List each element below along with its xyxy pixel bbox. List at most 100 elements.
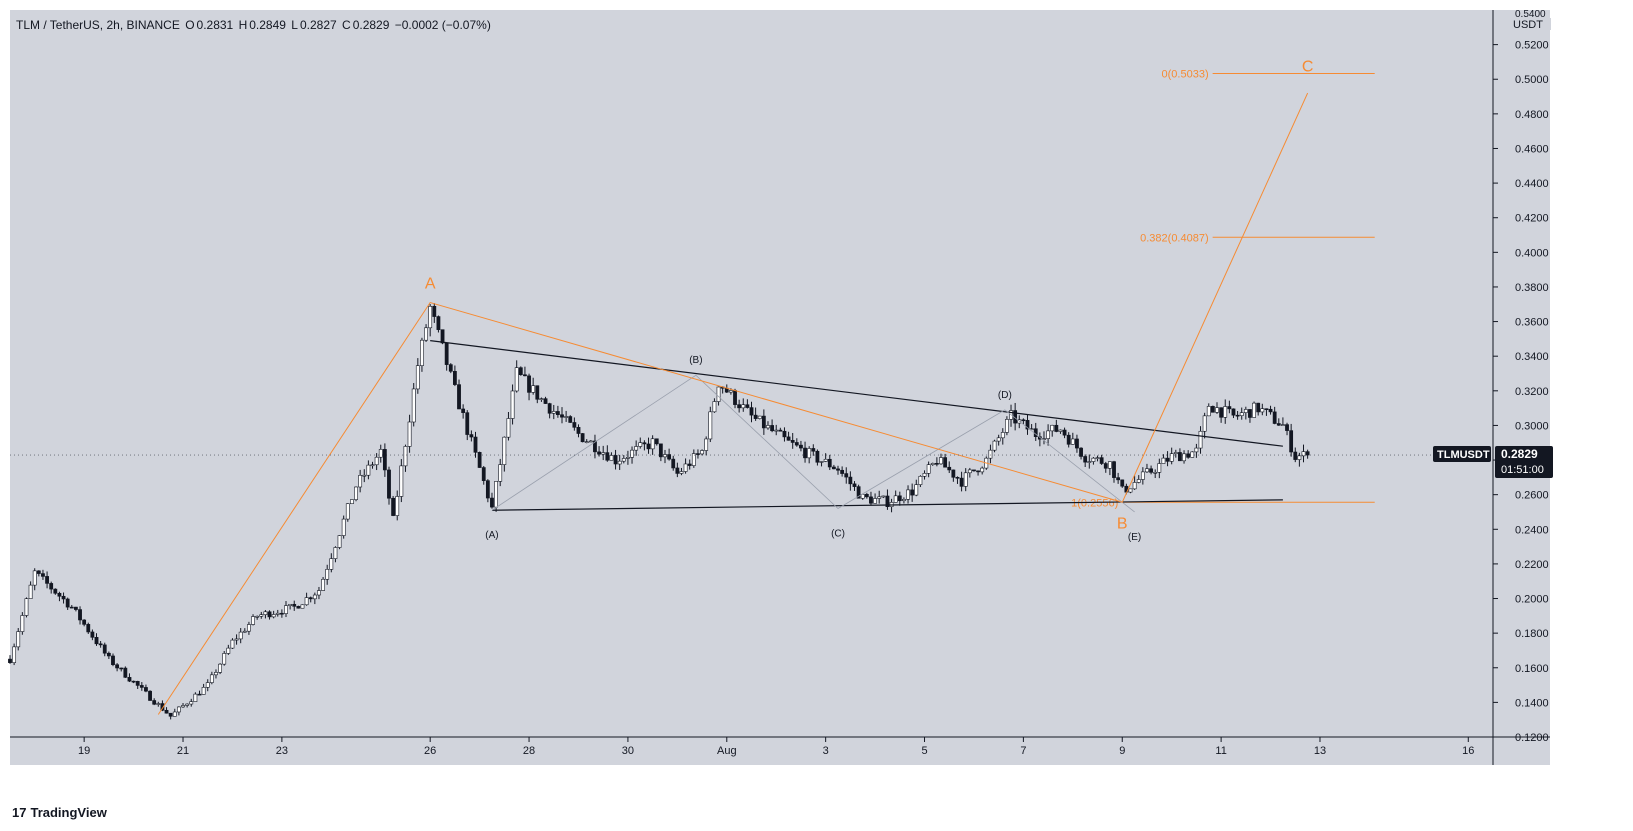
candle [906, 489, 910, 500]
candle [1037, 436, 1042, 440]
candle [255, 615, 260, 618]
candle [502, 436, 507, 465]
candle [914, 484, 919, 496]
y-tick-label: 0.5200 [1515, 40, 1549, 52]
candle [1005, 419, 1009, 433]
candle [1136, 479, 1141, 483]
candle [247, 624, 251, 632]
candle [745, 404, 750, 408]
candle [786, 436, 791, 441]
candle [230, 639, 235, 649]
candle [934, 463, 939, 465]
candle [461, 408, 466, 413]
candle [893, 495, 898, 503]
candle [370, 464, 375, 467]
candle [444, 342, 449, 365]
candle [790, 440, 795, 443]
candle [49, 583, 54, 590]
ticker-badge [1433, 446, 1491, 463]
candle [1293, 451, 1298, 460]
candle [836, 468, 840, 471]
candle [267, 611, 272, 618]
candle [774, 429, 779, 432]
candle [794, 442, 799, 446]
candle [976, 470, 980, 473]
candle [1190, 451, 1195, 458]
candle [24, 598, 29, 616]
candle [992, 440, 997, 451]
candle [1243, 409, 1248, 413]
candle [626, 457, 630, 459]
candle [259, 614, 264, 617]
x-tick-label: 21 [177, 745, 189, 757]
candle [827, 458, 832, 468]
candle [547, 403, 552, 414]
candle [1083, 456, 1088, 463]
y-tick-label: 0.4600 [1515, 143, 1549, 155]
candle [593, 440, 597, 453]
candle [263, 611, 268, 615]
candle [485, 480, 490, 499]
candle [696, 453, 700, 455]
candle [428, 306, 433, 329]
candle [568, 416, 573, 423]
triangle-lower-line [491, 499, 1283, 511]
candle [510, 390, 515, 419]
candle [333, 547, 338, 559]
x-tick-label: 26 [424, 745, 436, 757]
candle [1256, 402, 1261, 413]
candle [172, 711, 177, 717]
candle [440, 329, 445, 344]
candle [1046, 430, 1051, 439]
last-price-value: 0.2829 [1501, 447, 1538, 461]
candle [1194, 447, 1199, 453]
candle [580, 433, 585, 443]
candle [539, 398, 544, 400]
change-value: −0.0002 (−0.07%) [394, 18, 491, 32]
candle [193, 693, 198, 702]
candle [869, 496, 873, 504]
candle [848, 476, 853, 485]
candle [45, 576, 49, 584]
candle [803, 447, 807, 459]
candle [41, 573, 45, 577]
candle [465, 412, 470, 435]
close-label: C [342, 18, 351, 32]
candle [918, 476, 923, 485]
x-tick-label: 13 [1314, 745, 1326, 757]
candle [148, 690, 152, 701]
candle [518, 367, 523, 376]
candle [1145, 468, 1149, 473]
candle [473, 436, 478, 453]
candle [325, 569, 330, 580]
price-axis-currency: USDT [1513, 19, 1543, 31]
candle [642, 442, 647, 445]
y-tick-label: 0.3200 [1515, 386, 1549, 398]
candle [1227, 406, 1232, 410]
candle [737, 404, 742, 409]
y-tick-label: 0.3400 [1515, 351, 1549, 363]
candle [704, 438, 709, 451]
candle [275, 612, 280, 615]
triangle-point-label: (A) [485, 530, 498, 541]
symbol-title[interactable]: TLM / TetherUS, 2h, BINANCE [16, 18, 180, 32]
candle [382, 449, 387, 471]
candle [588, 440, 593, 443]
y-tick-label: 0.2600 [1515, 490, 1549, 502]
candle [733, 390, 737, 405]
triangle-point-label: (B) [689, 355, 702, 366]
tradingview-brand[interactable]: 17 TradingView [12, 805, 107, 820]
candle [1149, 468, 1153, 473]
elliott-wave-label: B [1117, 515, 1128, 532]
candle [1252, 402, 1256, 418]
candle [564, 416, 569, 418]
candle [1000, 432, 1005, 439]
fib-level-label: 0.382(0.4087) [1140, 232, 1209, 244]
candle [234, 638, 239, 641]
candle [399, 465, 404, 497]
candle [831, 466, 836, 470]
candle [1297, 455, 1302, 460]
candle [955, 476, 960, 479]
